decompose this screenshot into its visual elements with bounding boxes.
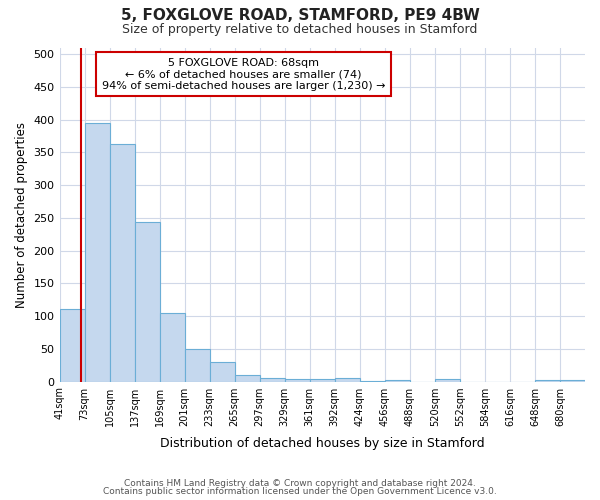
Y-axis label: Number of detached properties: Number of detached properties xyxy=(15,122,28,308)
Text: Contains public sector information licensed under the Open Government Licence v3: Contains public sector information licen… xyxy=(103,487,497,496)
Bar xyxy=(310,379,335,382)
Bar xyxy=(385,380,410,382)
Bar xyxy=(360,381,385,382)
Bar xyxy=(134,222,160,382)
Text: Contains HM Land Registry data © Crown copyright and database right 2024.: Contains HM Land Registry data © Crown c… xyxy=(124,478,476,488)
Bar xyxy=(59,310,85,382)
Bar xyxy=(560,380,585,382)
Bar xyxy=(160,313,185,382)
Bar xyxy=(260,378,285,382)
Bar xyxy=(235,375,260,382)
Bar xyxy=(335,378,360,382)
Bar xyxy=(185,349,209,382)
X-axis label: Distribution of detached houses by size in Stamford: Distribution of detached houses by size … xyxy=(160,437,485,450)
Bar xyxy=(285,379,310,382)
Text: 5, FOXGLOVE ROAD, STAMFORD, PE9 4BW: 5, FOXGLOVE ROAD, STAMFORD, PE9 4BW xyxy=(121,8,479,22)
Bar xyxy=(85,123,110,382)
Bar xyxy=(209,362,235,382)
Text: 5 FOXGLOVE ROAD: 68sqm
← 6% of detached houses are smaller (74)
94% of semi-deta: 5 FOXGLOVE ROAD: 68sqm ← 6% of detached … xyxy=(102,58,385,90)
Bar xyxy=(110,144,134,382)
Text: Size of property relative to detached houses in Stamford: Size of property relative to detached ho… xyxy=(122,22,478,36)
Bar xyxy=(535,380,560,382)
Bar xyxy=(435,379,460,382)
